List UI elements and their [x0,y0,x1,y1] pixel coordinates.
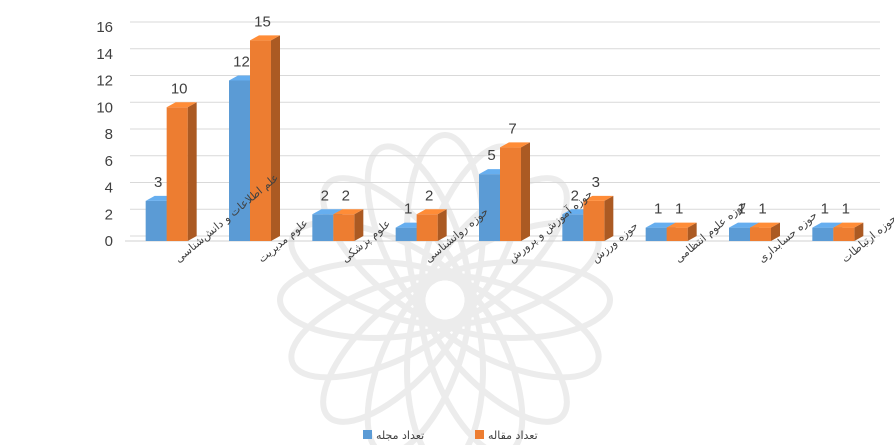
bar-top [666,222,697,228]
bar-top [729,222,759,228]
data-label: 3 [592,174,600,191]
bar-top [250,35,280,41]
data-label: 10 [171,80,188,97]
bar-top [416,209,447,215]
bar-front [312,214,334,241]
bar-side [604,195,614,241]
y-tick-label: 8 [105,126,113,143]
bar-side [187,102,197,241]
bar-top [812,222,843,228]
watermark-ornament [277,132,613,445]
bar-side [521,142,530,241]
legend-label: تعداد مجله [376,429,424,442]
bar-top [645,222,676,228]
bar-front [500,147,521,241]
bar-front [729,227,750,241]
y-tick-label: 16 [96,19,113,36]
data-label: 12 [233,54,250,71]
legend-label: تعداد مقاله [488,429,538,442]
bar-top [750,222,780,228]
y-tick-label: 6 [105,153,113,170]
data-label: 1 [821,201,829,218]
bar-front [333,214,355,241]
data-label: 2 [425,187,433,204]
bar-side [854,222,864,241]
bar [250,35,280,241]
bar [833,222,864,241]
bar-front [833,227,855,241]
bar-front [562,214,584,241]
bar-top [833,222,864,228]
legend-swatch [363,430,372,439]
bar-front [229,80,250,241]
data-label: 3 [154,174,162,191]
bar-front [479,174,500,241]
bar [333,209,364,241]
data-label: 1 [675,201,683,218]
bar-front [395,227,417,241]
bar-top [583,195,614,201]
bar-front [583,200,605,241]
bar-top [333,209,364,215]
legend: تعداد مجله تعداد مقاله [363,429,538,442]
data-label: 7 [508,120,516,137]
data-label: 2 [571,187,579,204]
bar [666,222,697,241]
bar-top [312,209,343,215]
bar-front [645,227,667,241]
bar [416,209,447,241]
data-label: 2 [342,187,350,204]
bar-side [687,222,697,241]
bar [166,102,197,241]
y-axis: 0 2 4 6 8 10 12 14 16 [96,19,113,250]
data-label: 1 [737,201,745,218]
bar-front [416,214,438,241]
bar-top [500,142,530,148]
y-tick-label: 2 [105,206,113,223]
y-tick-label: 14 [96,46,113,63]
y-tick-label: 12 [96,73,113,90]
bar-side [354,209,364,241]
bar [750,222,780,241]
bar-side [437,209,447,241]
bar [500,142,530,241]
data-label: 1 [654,201,662,218]
bar-front [812,227,834,241]
legend-swatch [475,430,484,439]
data-label: 5 [487,147,495,164]
data-label: 1 [404,201,412,218]
data-label: 1 [758,201,766,218]
bar [583,195,614,241]
bar-front [166,107,188,241]
data-label: 1 [842,201,850,218]
bar-front [145,200,167,241]
data-label: 15 [254,13,271,30]
bar-front [250,40,271,241]
bar-side [771,222,780,241]
data-label: 2 [321,187,329,204]
bars-layer [145,35,864,241]
bar-side [271,35,280,241]
bar-front [666,227,688,241]
y-tick-label: 4 [105,180,113,197]
bar-top [166,102,197,108]
bar-front [750,227,771,241]
y-tick-label: 10 [96,99,113,116]
y-tick-label: 0 [105,233,113,250]
